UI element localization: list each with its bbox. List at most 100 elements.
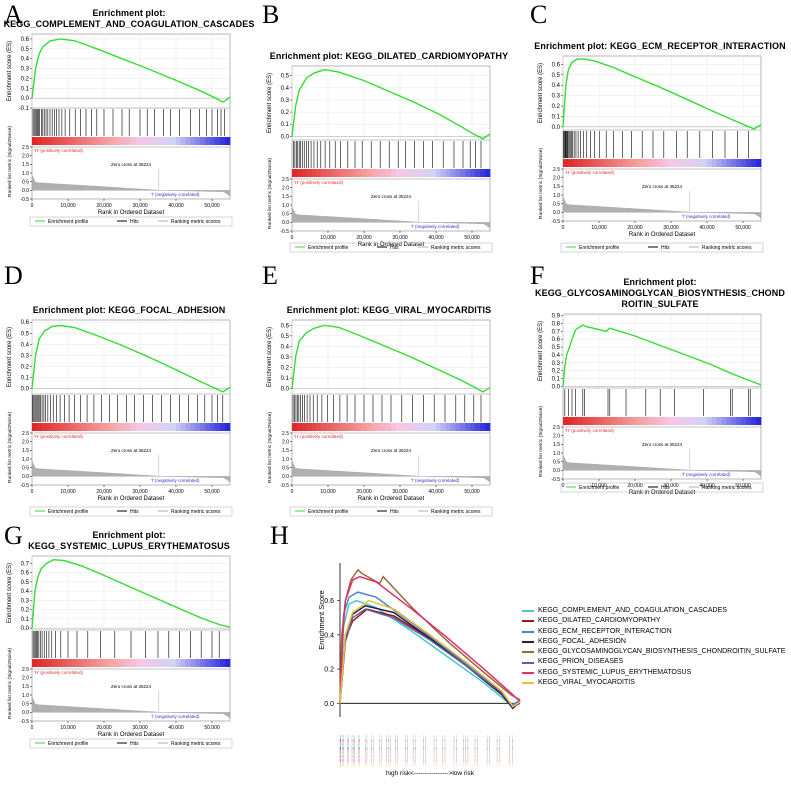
- metric-tick-label: -0.5: [551, 219, 560, 225]
- ranking-color-bar: [612, 417, 618, 425]
- ranking-color-bar: [445, 169, 451, 177]
- es-axis-label: Enrichment score (ES): [538, 321, 544, 381]
- es-curve: [291, 324, 491, 393]
- ranking-color-bar: [66, 423, 72, 431]
- ranking-color-bar: [111, 423, 117, 431]
- legend-label: Enrichment profile: [579, 485, 620, 491]
- panel-letter-a: A: [4, 0, 23, 29]
- ranking-color-bar: [51, 659, 58, 667]
- zero-cross-label: Zero cross at 35224: [111, 162, 152, 167]
- es-axis-label: Enrichment score (ES): [267, 327, 273, 387]
- plot-title: Enrichment plot: KEGG_DILATED_CARDIOMYOP…: [262, 51, 516, 62]
- ranking-color-bar: [716, 417, 722, 425]
- ranking-color-bar: [215, 423, 221, 431]
- ranking-color-bar: [642, 417, 648, 425]
- x-axis-label: Rank in Ordered Dataset: [98, 210, 165, 216]
- h-legend-label: KEGG_DILATED_CARDIOMYOPATHY: [538, 617, 661, 625]
- h-legend-label: KEGG_PRION_DISEASES: [538, 658, 624, 666]
- x-tick-label: 40,000: [168, 203, 184, 209]
- ranking-color-bar: [582, 159, 589, 167]
- ranking-color-bar: [180, 423, 186, 431]
- plot-frame: [562, 55, 762, 222]
- ranking-color-bar: [622, 417, 628, 425]
- metric-tick-label: -0.5: [551, 477, 560, 483]
- ranking-color-bar: [455, 423, 461, 431]
- es-tick-label: 0.6: [21, 320, 30, 326]
- ranking-color-bar: [617, 417, 623, 425]
- ranking-color-bar: [86, 137, 92, 145]
- ranking-color-bar: [480, 423, 486, 431]
- ranking-color-bar: [381, 423, 387, 431]
- ranking-color-bar: [306, 169, 313, 177]
- plot-title-line: Enrichment plot:: [623, 277, 697, 287]
- ranking-color-bar: [81, 423, 87, 431]
- ranking-color-bar: [736, 417, 742, 425]
- h-legend-swatch: [522, 620, 534, 623]
- es-curve: [31, 38, 231, 103]
- metric-tick-label: 0.5: [282, 465, 289, 471]
- legend-label: Hits: [130, 741, 139, 747]
- ranking-color-bar: [220, 137, 226, 145]
- x-tick-label: 50,000: [204, 725, 220, 731]
- x-axis-label: Rank in Ordered Dataset: [98, 496, 165, 502]
- ranking-color-bar: [321, 423, 328, 431]
- ranking-color-bar: [311, 423, 318, 431]
- ranking-color-bar: [41, 423, 48, 431]
- ranking-color-bar: [185, 423, 191, 431]
- ranking-color-bar: [140, 137, 147, 145]
- ranking-color-bar: [91, 137, 97, 145]
- es-tick-label: -0.1: [19, 106, 30, 112]
- ranking-color-bar: [205, 659, 211, 667]
- plot-frame: [562, 313, 762, 480]
- ranking-color-bar: [731, 417, 737, 425]
- panel-letter-e: E: [262, 261, 278, 290]
- gsea-chart: 0.7 0.6 0.5 0.4 0.3 0.2 0.1 0.0 Enrichment score…: [7, 555, 233, 749]
- ranking-color-bar: [671, 417, 678, 425]
- ranking-color-bar: [200, 423, 206, 431]
- legend-label: Enrichment profile: [308, 245, 349, 251]
- ranking-color-bar: [721, 159, 727, 167]
- gsea-panel-c: Enrichment plot: KEGG_ECM_RECEPTOR_INTER…: [533, 30, 787, 258]
- ranking-color-bar: [101, 137, 107, 145]
- ranking-color-bar: [676, 159, 683, 167]
- ranking-color-bar: [170, 659, 176, 667]
- ranking-color-bar: [475, 169, 481, 177]
- ranking-color-bar: [292, 169, 298, 177]
- ranking-color-bar: [592, 159, 599, 167]
- ranking-color-bar: [175, 423, 181, 431]
- metric-tick-label: 2.0: [553, 175, 560, 181]
- x-tick-label: 20,000: [627, 225, 643, 231]
- gsea-panel-b: Enrichment plot: KEGG_DILATED_CARDIOMYOP…: [262, 30, 516, 258]
- plot-title-line: Enrichment plot: KEGG_VIRAL_MYOCARDITIS: [286, 305, 492, 315]
- ranking-color-bar: [71, 137, 77, 145]
- metric-tick-label: 2.5: [553, 425, 560, 431]
- es-curve: [31, 324, 231, 393]
- x-tick-label: 20,000: [356, 489, 372, 495]
- ranking-color-bar: [225, 423, 231, 431]
- ranking-color-bar: [101, 659, 107, 667]
- pos-label: 'H' (positively correlated): [34, 670, 83, 675]
- ranking-color-bar: [36, 423, 43, 431]
- legend-label: Enrichment profile: [48, 741, 89, 747]
- ranking-color-bar: [475, 423, 481, 431]
- ranking-color-bar: [165, 659, 171, 667]
- metric-area: [562, 454, 762, 477]
- neg-label: 'l' (negatively correlated): [151, 478, 200, 483]
- gsea-panel-g: Enrichment plot: KEGG_SYSTEMIC_LUPUS_ERYT…: [2, 526, 256, 754]
- ranking-color-bar: [391, 423, 397, 431]
- ranking-color-bar: [180, 137, 186, 145]
- metric-tick-label: 1.0: [282, 203, 289, 209]
- ranking-color-bar: [346, 169, 352, 177]
- h-legend-item: KEGG_PRION_DISEASES: [522, 657, 785, 667]
- ranking-color-bar: [460, 423, 466, 431]
- ranking-color-bar: [706, 159, 712, 167]
- legend-label: Ranking metric scores: [431, 509, 481, 515]
- ranking-color-bar: [32, 137, 38, 145]
- ranking-color-bar: [32, 659, 38, 667]
- ranking-color-bar: [170, 137, 176, 145]
- h-legend-item: KEGG_ECM_RECEPTOR_INTERACTION: [522, 627, 785, 637]
- metric-axis-label: Ranked list metric (Signal2Noise): [538, 148, 544, 219]
- es-tick-label: 0.0: [21, 386, 30, 392]
- ranking-color-bar: [121, 137, 127, 145]
- plot-title-line: Enrichment plot: KEGG_ECM_RECEPTOR_INTER…: [534, 41, 786, 51]
